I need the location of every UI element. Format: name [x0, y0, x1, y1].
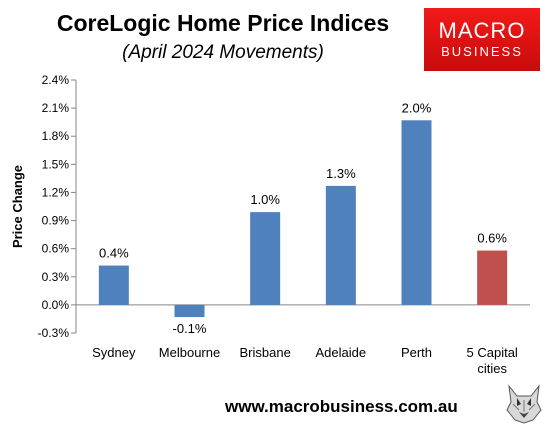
data-label: 1.0%: [250, 192, 280, 207]
bar: [477, 250, 508, 305]
macrobusiness-logo: MACRO BUSINESS: [424, 8, 540, 71]
bar: [401, 120, 432, 305]
y-tick-label: 1.5%: [42, 157, 70, 171]
bar: [325, 185, 356, 305]
y-tick-label: 0.3%: [42, 270, 70, 284]
data-label: 1.3%: [326, 166, 356, 181]
x-tick-label: Brisbane: [240, 345, 291, 360]
y-tick-label: -0.3%: [38, 326, 70, 340]
bar: [98, 265, 129, 305]
data-label: -0.1%: [173, 321, 207, 336]
bar: [250, 212, 281, 305]
x-tick-label: Melbourne: [159, 345, 220, 360]
y-tick-label: 0.0%: [42, 298, 70, 312]
x-tick-label: Adelaide: [316, 345, 367, 360]
footer-url: www.macrobusiness.com.au: [225, 397, 458, 416]
x-tick-label: Sydney: [92, 345, 136, 360]
logo-line2: BUSINESS: [441, 44, 523, 59]
y-axis-title: Price Change: [10, 165, 25, 248]
x-tick-label: cities: [477, 361, 507, 376]
logo-line1: MACRO: [438, 18, 526, 43]
x-tick-label: 5 Capital: [467, 345, 518, 360]
wolf-icon: [506, 384, 542, 424]
y-tick-label: 0.9%: [42, 214, 70, 228]
data-label: 0.4%: [99, 246, 129, 261]
y-tick-label: 2.1%: [42, 101, 70, 115]
y-tick-label: 2.4%: [42, 73, 70, 87]
chart-title: CoreLogic Home Price Indices: [56, 10, 390, 36]
x-tick-label: Perth: [401, 345, 432, 360]
y-tick-label: 1.2%: [42, 185, 70, 199]
data-label: 2.0%: [402, 100, 432, 115]
data-label: 0.6%: [477, 231, 507, 246]
chart-subtitle: (April 2024 Movements): [122, 42, 324, 63]
y-tick-label: 1.8%: [42, 129, 70, 143]
y-tick-label: 0.6%: [42, 242, 70, 256]
bar: [174, 304, 205, 318]
